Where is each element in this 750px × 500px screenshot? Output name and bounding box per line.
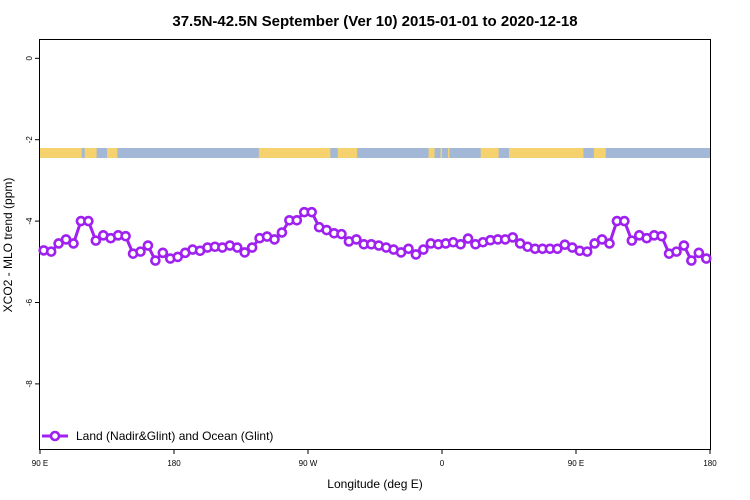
data-point [678,240,690,251]
data-point [700,253,712,264]
data-point [120,230,131,242]
ocean-band [40,148,710,158]
legend: Land (Nadir&Glint) and Ocean (Glint) [42,429,273,443]
x-tick-label: 180 [703,459,717,468]
land-segment [593,148,606,158]
data-point [410,249,422,260]
data-point [589,238,600,249]
land-segment [40,148,82,158]
data-point [351,234,362,245]
data-point [462,233,474,244]
data-point [60,234,72,245]
data-point [507,232,519,243]
data-point [306,206,318,218]
x-axis: 90 E 180 90 W 0 90 E 180 [32,449,717,468]
x-tick-label: 90 E [568,459,584,468]
data-point [45,246,57,257]
data-point [291,214,303,226]
data-point [90,235,102,246]
data-point [269,234,280,245]
land-segment [440,148,442,158]
data-point [53,238,64,249]
data-point [693,247,705,259]
plot-frame [39,39,711,450]
land-segment [480,148,499,158]
data-point [142,240,154,251]
x-tick-label: 90 W [299,459,318,468]
data-point [596,234,608,245]
data-point [403,243,414,255]
data-point [68,238,79,249]
land-segment [509,148,584,158]
y-tick-label: -4 [25,217,34,225]
data-point [619,215,630,227]
data-point [246,242,258,253]
data-point [656,230,667,242]
land-segment [337,148,358,158]
data-point [172,251,184,263]
data-point [604,238,615,249]
data-point [135,246,146,257]
y-tick-label: -8 [25,380,34,388]
data-point [418,244,429,255]
data-point [671,246,682,257]
x-tick-label: 90 E [32,459,48,468]
y-axis-label: XCO2 - MLO trend (ppm) [1,178,15,313]
data-point [157,247,169,259]
data-point [686,255,697,266]
land-segment [107,148,118,158]
series-land-ocean [38,206,712,266]
land-segment [258,148,331,158]
land-segment [447,148,450,158]
land-ocean-band [40,148,710,158]
y-tick-label: 0 [25,56,34,61]
x-axis-label: Longitude (deg E) [327,477,422,491]
data-point [83,215,94,227]
chart-title: 37.5N-42.5N September (Ver 10) 2015-01-0… [172,13,577,30]
x-tick-label: 180 [167,459,181,468]
legend-label: Land (Nadir&Glint) and Ocean (Glint) [76,429,273,443]
data-point [231,242,243,253]
data-point [626,235,638,246]
legend-marker [49,430,61,442]
data-point [150,255,161,266]
y-tick-label: -2 [25,136,34,144]
land-segment [428,148,435,158]
y-tick-label: -6 [25,298,34,306]
y-axis: 0 -2 -4 -6 -8 [25,56,40,388]
data-point [239,247,251,258]
data-point [581,246,593,257]
data-point [455,238,466,250]
x-tick-label: 0 [440,459,445,468]
data-point [552,243,563,255]
data-point [276,227,288,238]
data-point [336,228,347,240]
land-segment [84,148,97,158]
